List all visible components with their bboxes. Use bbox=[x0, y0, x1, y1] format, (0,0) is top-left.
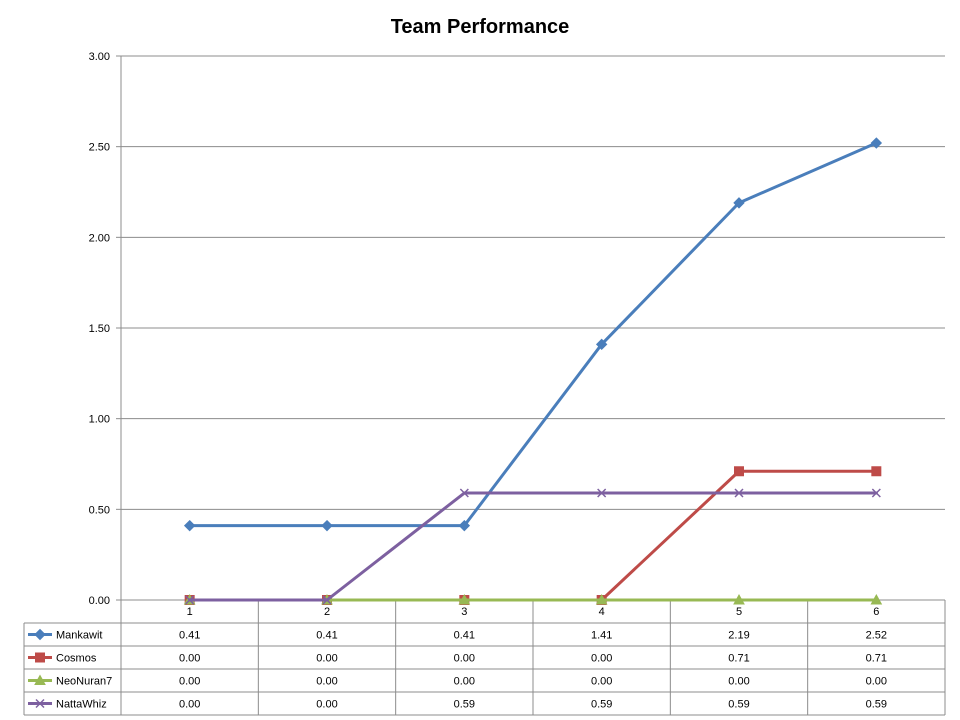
data-point-nattawhiz bbox=[734, 488, 744, 498]
data-table-cell: 2.19 bbox=[728, 630, 749, 642]
x-tick-label: 4 bbox=[599, 606, 605, 618]
data-point-nattawhiz-stroke bbox=[185, 595, 195, 605]
data-table-cell: 0.00 bbox=[316, 699, 337, 711]
x-tick-label: 3 bbox=[461, 606, 467, 618]
data-point-nattawhiz-stroke bbox=[459, 488, 469, 498]
series-line-mankawit bbox=[188, 141, 878, 528]
data-table-cell: 0.59 bbox=[591, 699, 612, 711]
data-table-cell: 0.00 bbox=[316, 676, 337, 688]
series-line-nattawhiz bbox=[188, 491, 878, 602]
x-tick-label: 5 bbox=[736, 606, 742, 618]
data-table-cell: 0.00 bbox=[454, 676, 475, 688]
data-point-neonuran7 bbox=[733, 593, 745, 605]
data-table-cell: 0.41 bbox=[454, 630, 475, 642]
data-point-nattawhiz-stroke bbox=[597, 488, 607, 498]
y-tick-label: 0.00 bbox=[89, 595, 110, 607]
data-point-neonuran7 bbox=[595, 593, 608, 605]
y-tick-label: 2.00 bbox=[89, 232, 110, 244]
y-tick-label: 1.00 bbox=[89, 414, 110, 426]
data-point-mankawit bbox=[733, 197, 745, 209]
legend-marker-nattawhiz bbox=[35, 698, 45, 709]
data-table-cell: 0.00 bbox=[179, 676, 200, 688]
y-tick-label: 0.50 bbox=[89, 504, 110, 516]
data-table-cell: 0.00 bbox=[179, 699, 200, 711]
data-table-cell: 0.41 bbox=[316, 630, 337, 642]
data-table-cell: 0.00 bbox=[179, 653, 200, 665]
data-table-cell: 1.41 bbox=[591, 630, 612, 642]
legend-marker-nattawhiz-stroke bbox=[35, 698, 45, 709]
y-tick-label: 1.50 bbox=[89, 323, 110, 335]
data-point-cosmos bbox=[734, 466, 744, 477]
x-tick-label: 2 bbox=[324, 606, 330, 618]
data-table-cell: 0.59 bbox=[728, 699, 749, 711]
legend-marker-neonuran7 bbox=[34, 674, 46, 685]
legend-label-neonuran7: NeoNuran7 bbox=[56, 676, 112, 688]
data-point-neonuran7 bbox=[458, 593, 471, 605]
data-point-nattawhiz bbox=[459, 488, 469, 498]
data-table-cell: 0.00 bbox=[454, 653, 475, 665]
data-table-cell: 2.52 bbox=[866, 630, 887, 642]
data-table-cell: 0.41 bbox=[179, 630, 200, 642]
data-table-cell: 0.00 bbox=[316, 653, 337, 665]
data-point-nattawhiz bbox=[185, 595, 195, 605]
y-tick-label: 2.50 bbox=[89, 142, 110, 154]
legend-label-mankawit: Mankawit bbox=[56, 630, 102, 642]
data-point-nattawhiz-stroke bbox=[322, 595, 332, 605]
data-point-mankawit bbox=[595, 338, 608, 351]
legend-label-nattawhiz: NattaWhiz bbox=[56, 699, 107, 711]
chart-title: Team Performance bbox=[391, 16, 570, 38]
legend-marker-cosmos bbox=[35, 652, 45, 663]
series-line-cosmos bbox=[188, 469, 878, 602]
legend-label-cosmos: Cosmos bbox=[56, 653, 97, 665]
x-tick-label: 6 bbox=[873, 606, 879, 618]
data-table-cell: 0.71 bbox=[728, 653, 749, 665]
data-point-neonuran7 bbox=[870, 593, 883, 605]
x-tick-label: 1 bbox=[187, 606, 193, 618]
data-table-cell: 0.00 bbox=[728, 676, 749, 688]
data-point-mankawit bbox=[458, 519, 471, 532]
data-point-mankawit bbox=[321, 519, 333, 532]
data-point-nattawhiz-stroke bbox=[734, 488, 744, 498]
data-point-mankawit bbox=[183, 519, 196, 532]
data-point-nattawhiz bbox=[322, 595, 332, 605]
data-point-nattawhiz-stroke bbox=[871, 488, 881, 498]
y-tick-label: 3.00 bbox=[89, 51, 110, 63]
data-point-mankawit bbox=[870, 137, 883, 149]
legend-marker-mankawit bbox=[34, 628, 46, 641]
data-point-cosmos bbox=[871, 466, 882, 477]
data-table-cell: 0.71 bbox=[866, 653, 887, 665]
data-point-nattawhiz bbox=[871, 488, 881, 498]
data-table-cell: 0.59 bbox=[454, 699, 475, 711]
data-table-cell: 0.59 bbox=[866, 699, 887, 711]
data-table-cell: 0.00 bbox=[591, 653, 612, 665]
data-table-cell: 0.00 bbox=[866, 676, 887, 688]
data-table-cell: 0.00 bbox=[591, 676, 612, 688]
data-point-nattawhiz bbox=[597, 488, 607, 498]
